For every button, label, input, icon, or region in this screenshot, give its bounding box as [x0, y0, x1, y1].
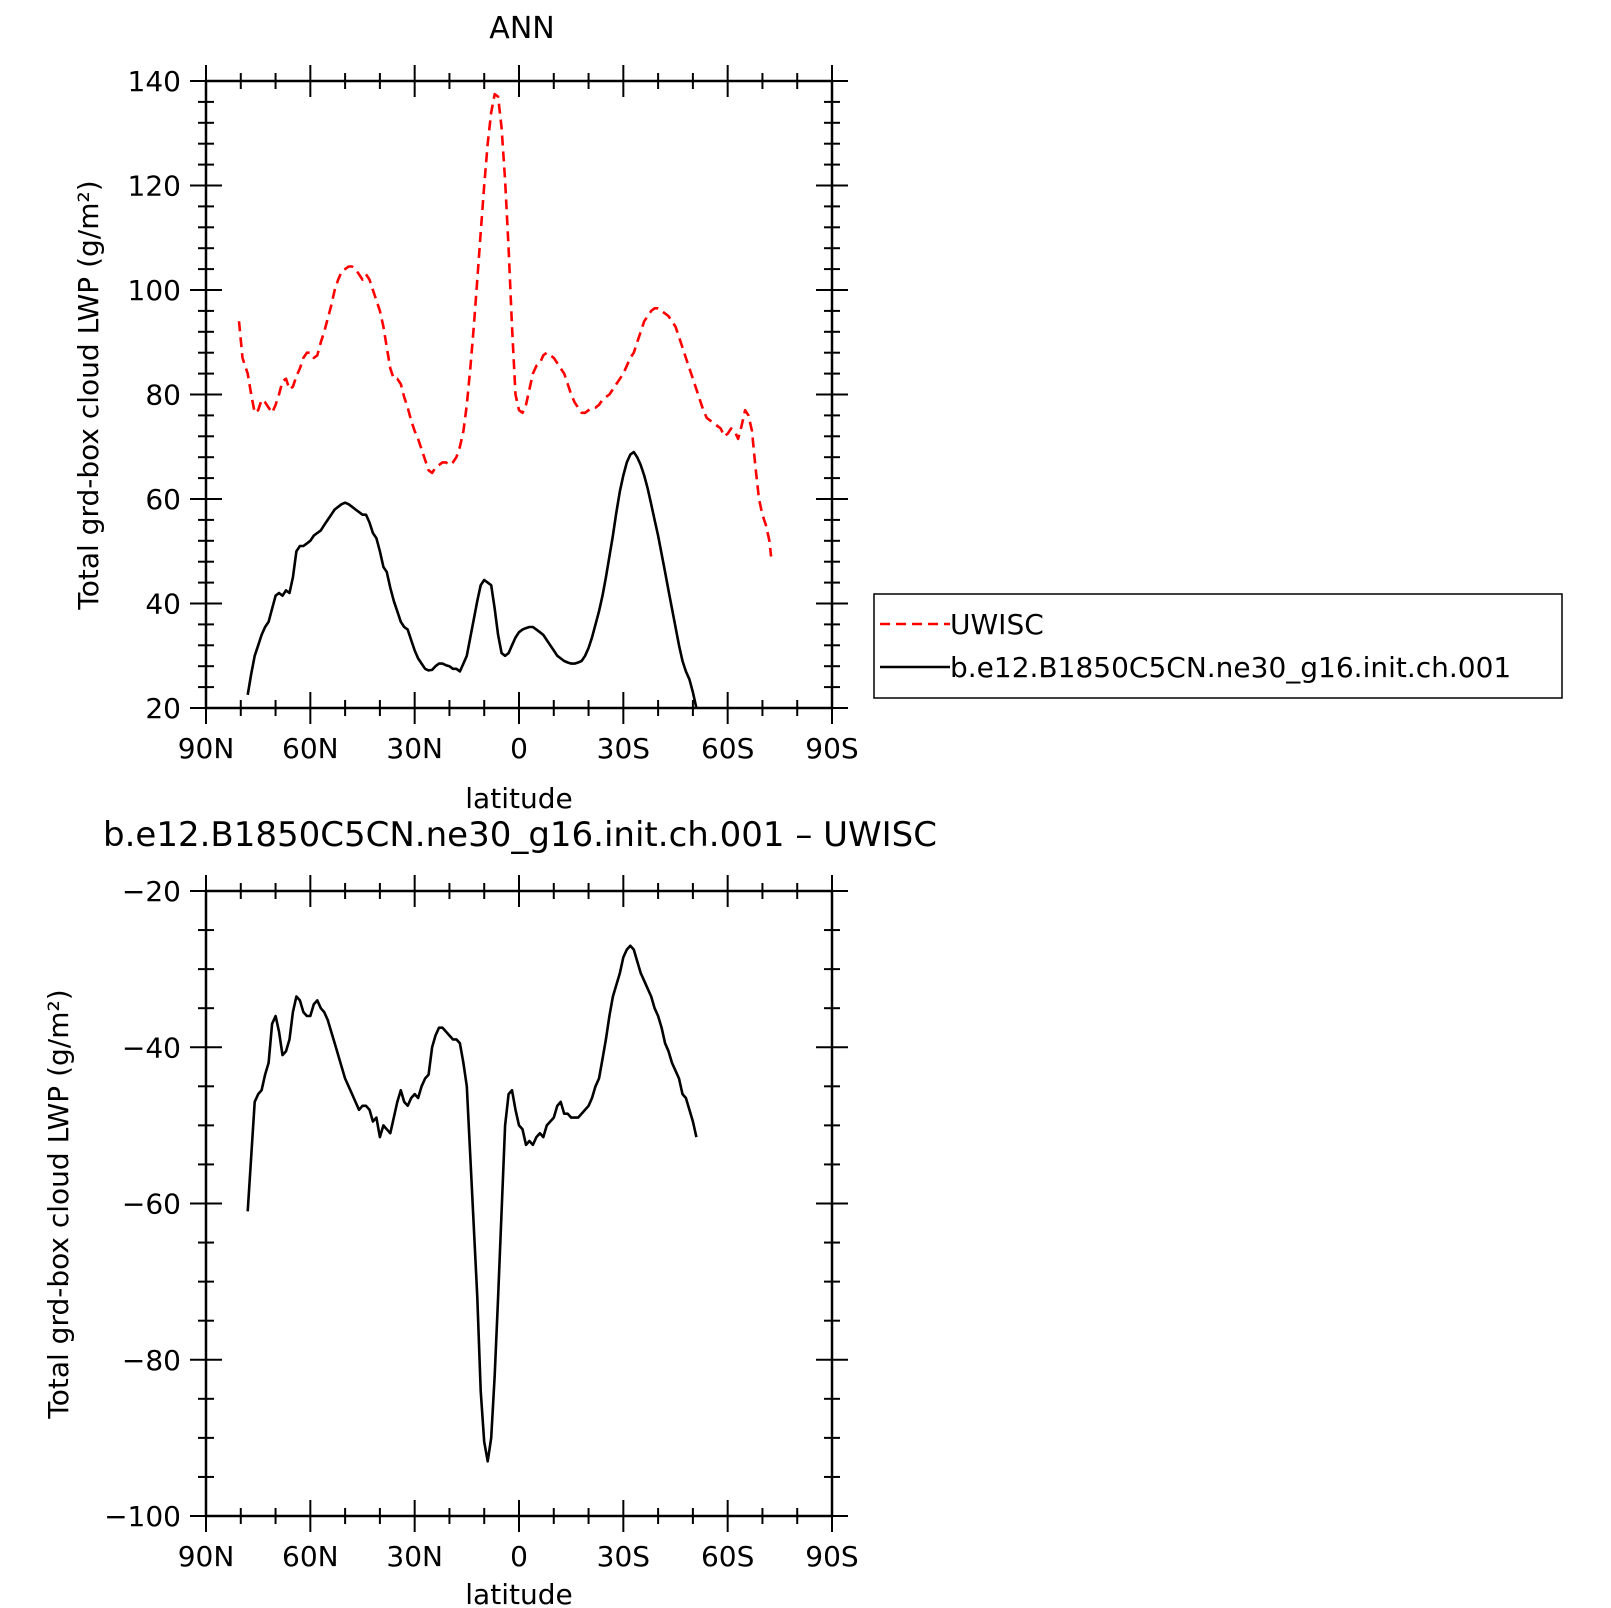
y-tick-label: 80: [145, 379, 181, 412]
top-plot-frame: [204, 79, 834, 710]
x-tick-label: 90N: [178, 732, 235, 765]
x-tick-label: 30S: [597, 732, 650, 765]
x-tick-label: 60S: [701, 1540, 754, 1573]
y-tick-label: −20: [122, 875, 181, 908]
top-y-axis-label: Total grd-box cloud LWP (g/m²): [72, 180, 105, 610]
top-panel: ANN 90N 60N 30N 0 30S 60S 90S 20 40 60 80 100 120 14…: [72, 11, 859, 815]
y-tick-label: 120: [128, 170, 181, 203]
y-tick-label: −80: [122, 1344, 181, 1377]
bottom-y-tick-labels: −20 −40 −60 −80 −100: [104, 875, 181, 1533]
top-y-tick-labels: 20 40 60 80 100 120 140: [128, 65, 181, 725]
top-x-axis-label: latitude: [465, 782, 572, 815]
top-x-tick-labels: 90N 60N 30N 0 30S 60S 90S: [178, 732, 859, 765]
legend-label-model: b.e12.B1850C5CN.ne30_g16.init.ch.001: [950, 651, 1511, 684]
x-tick-label: 60S: [701, 732, 754, 765]
y-tick-label: 100: [128, 274, 181, 307]
y-tick-label: −100: [104, 1500, 181, 1533]
legend: UWISC b.e12.B1850C5CN.ne30_g16.init.ch.0…: [873, 593, 1563, 699]
x-tick-label: 30N: [386, 1540, 443, 1573]
series-line-model: [246, 450, 698, 709]
x-tick-label: 90S: [805, 732, 858, 765]
x-tick-label: 0: [510, 1540, 528, 1573]
legend-label-uwisc: UWISC: [950, 608, 1044, 641]
legend-box: [873, 593, 1563, 699]
bottom-x-tick-labels: 90N 60N 30N 0 30S 60S 90S: [178, 1540, 859, 1573]
bottom-series: [246, 944, 698, 1463]
bottom-x-axis-label: latitude: [465, 1578, 572, 1608]
y-tick-label: −40: [122, 1031, 181, 1064]
bottom-plot-frame: [204, 889, 834, 1518]
top-title: ANN: [489, 11, 554, 46]
x-tick-label: 90N: [178, 1540, 235, 1573]
x-tick-label: 90S: [805, 1540, 858, 1573]
x-tick-label: 60N: [282, 732, 339, 765]
top-ticks: [190, 65, 848, 724]
y-tick-label: 140: [128, 65, 181, 98]
y-tick-label: 60: [145, 483, 181, 516]
y-tick-label: 20: [145, 692, 181, 725]
series-line-uwisc: [237, 92, 773, 557]
x-tick-label: 0: [510, 732, 528, 765]
bottom-panel: b.e12.B1850C5CN.ne30_g16.init.ch.001 – U…: [42, 815, 937, 1608]
y-tick-label: 40: [145, 588, 181, 621]
bottom-title: b.e12.B1850C5CN.ne30_g16.init.ch.001 – U…: [103, 815, 937, 855]
y-tick-label: −60: [122, 1188, 181, 1221]
x-tick-label: 60N: [282, 1540, 339, 1573]
series-line-difference: [246, 944, 698, 1463]
x-tick-label: 30N: [386, 732, 443, 765]
top-series: [237, 92, 773, 709]
x-tick-label: 30S: [597, 1540, 650, 1573]
bottom-y-axis-label: Total grd-box cloud LWP (g/m²): [42, 989, 75, 1419]
